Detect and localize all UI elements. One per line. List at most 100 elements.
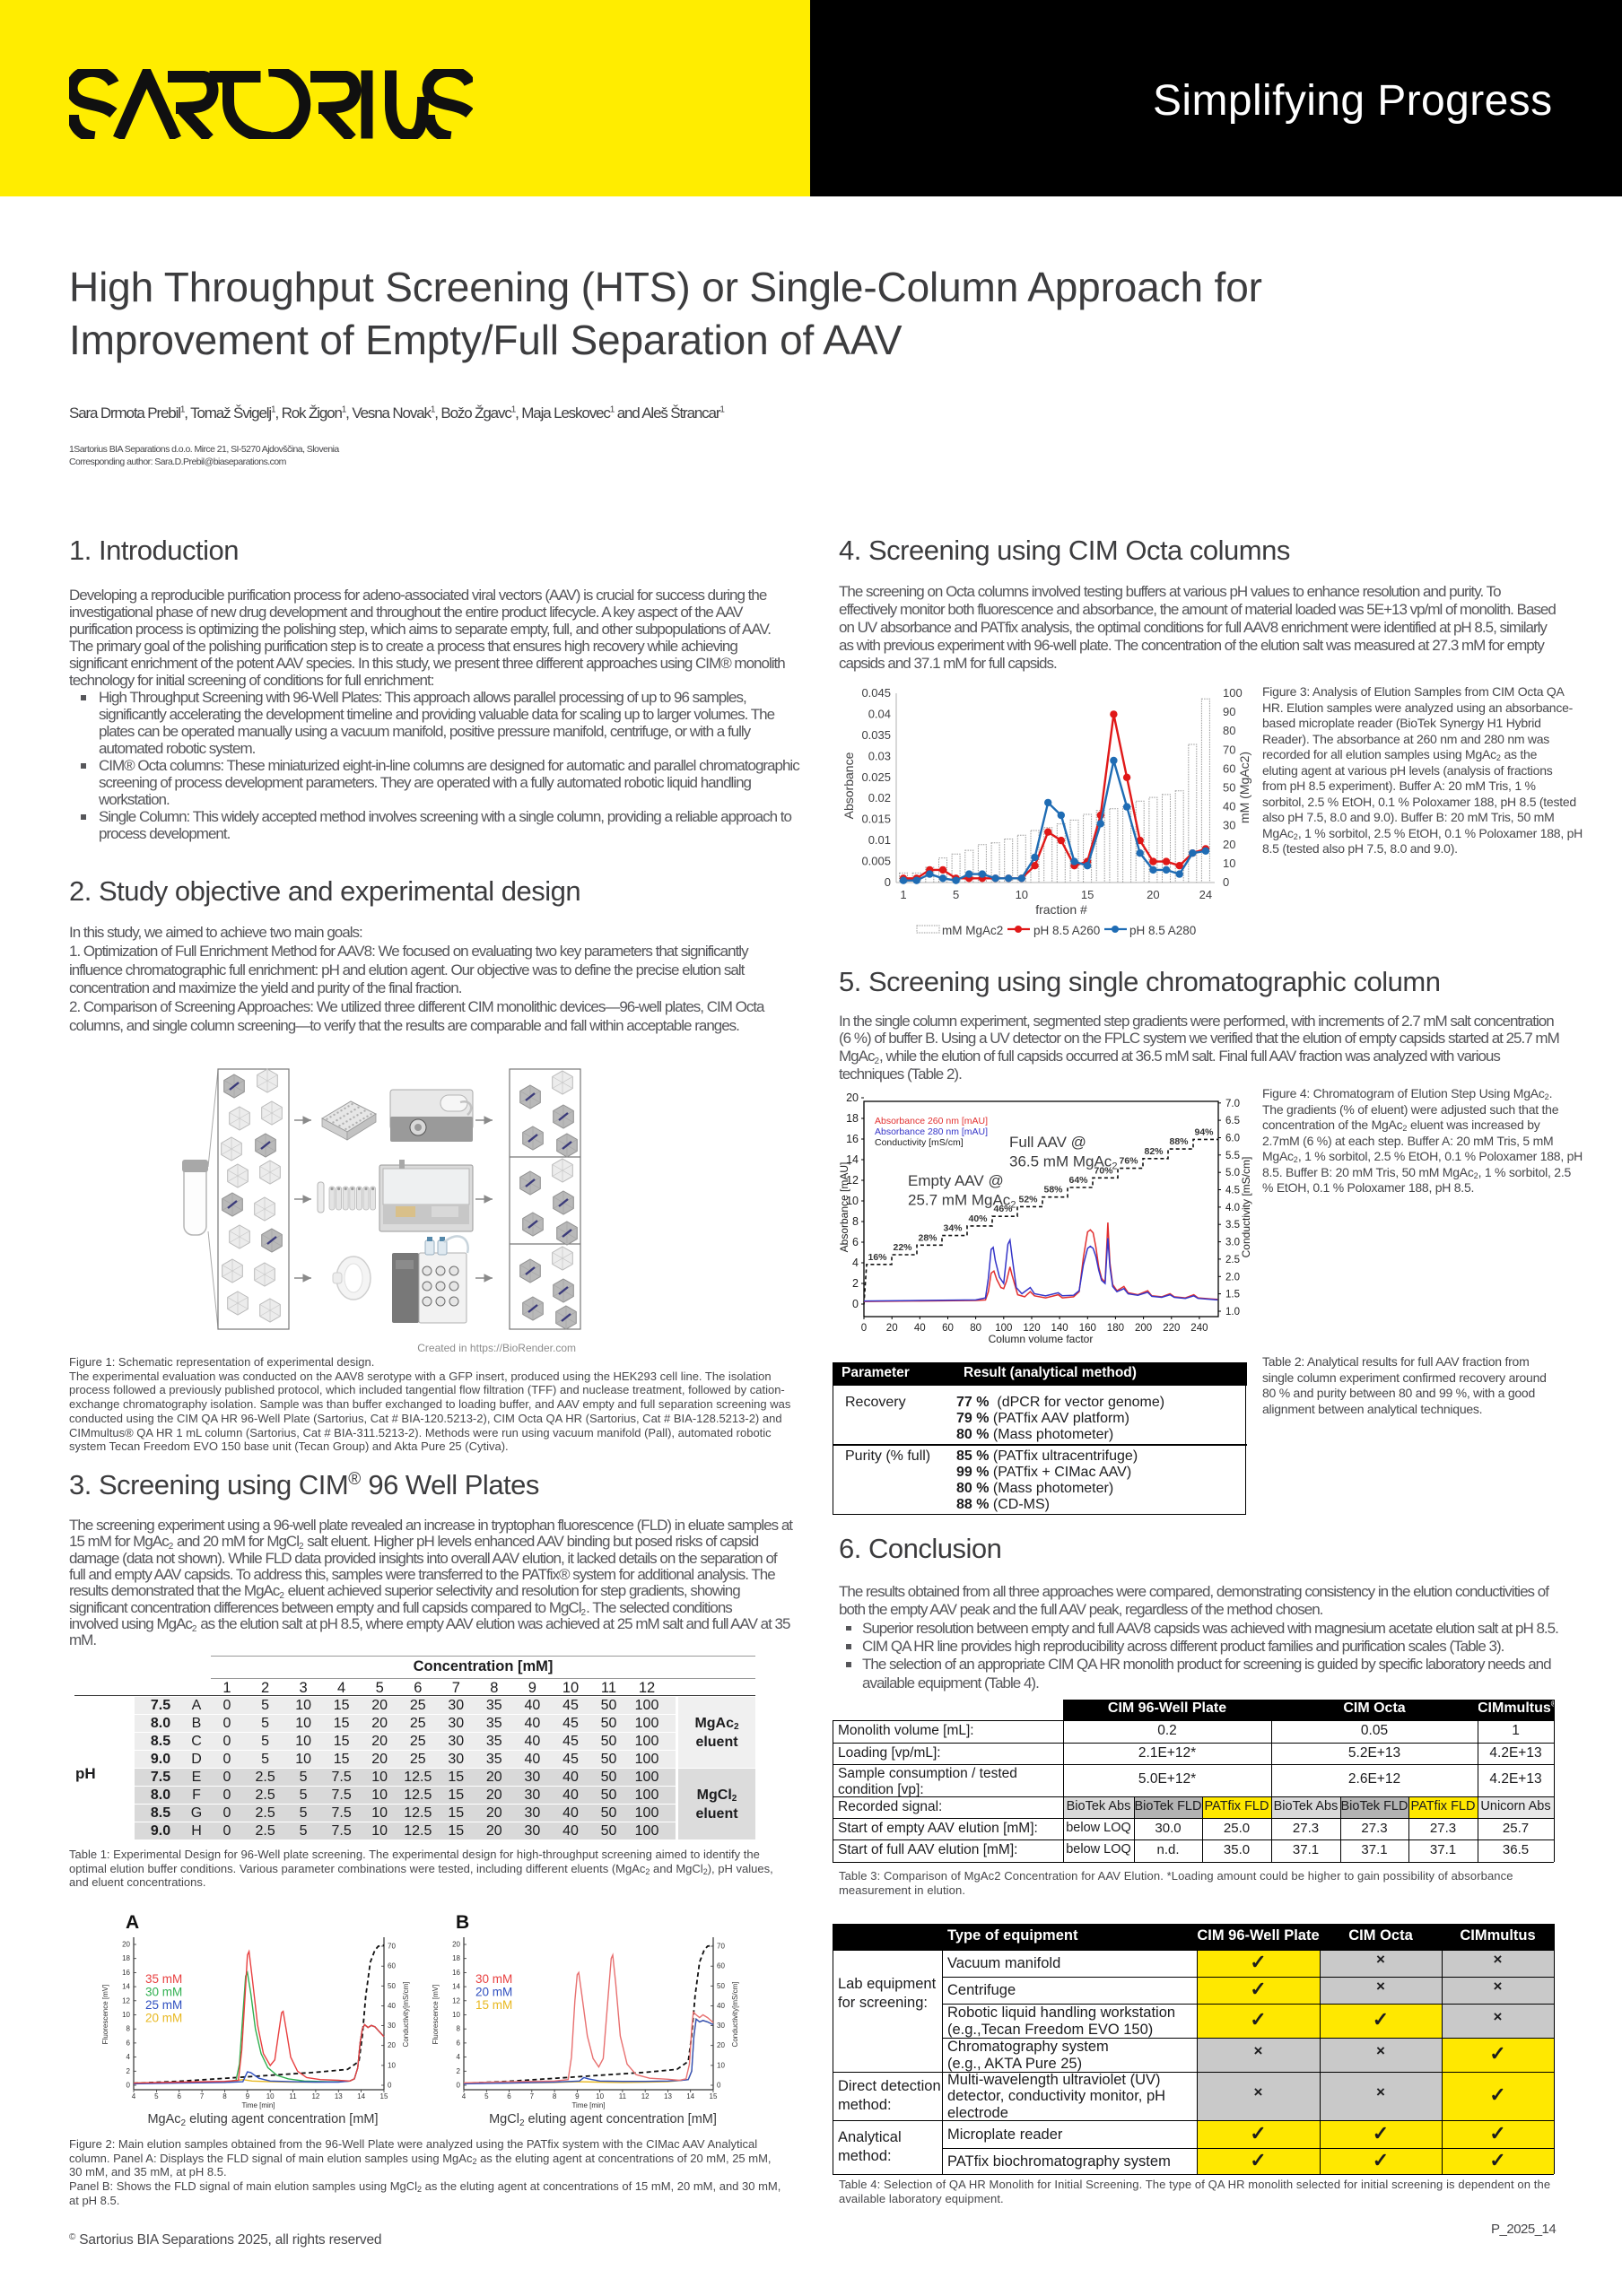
svg-text:9: 9 (575, 2092, 580, 2100)
svg-text:12: 12 (641, 2092, 650, 2100)
svg-text:6: 6 (507, 2092, 511, 2100)
svg-text:12: 12 (311, 2092, 319, 2100)
svg-text:Fluorescence [mV]: Fluorescence [mV] (101, 1985, 109, 2045)
svg-text:76%: 76% (1119, 1156, 1138, 1167)
svg-text:0: 0 (457, 2082, 461, 2090)
svg-text:15: 15 (1081, 888, 1094, 901)
svg-text:10: 10 (1016, 888, 1028, 901)
svg-text:10: 10 (846, 1195, 859, 1207)
svg-text:2: 2 (457, 2067, 461, 2075)
svg-text:40: 40 (1223, 800, 1235, 813)
svg-text:0: 0 (388, 2082, 392, 2090)
svg-text:13: 13 (335, 2092, 343, 2100)
svg-text:Absorbance 280 nm [mAU]: Absorbance 280 nm [mAU] (875, 1126, 988, 1137)
svg-text:pH 8.5 A280: pH 8.5 A280 (1129, 924, 1196, 937)
svg-text:100: 100 (995, 1323, 1012, 1334)
svg-text:0.03: 0.03 (868, 749, 891, 762)
svg-text:28%: 28% (918, 1232, 937, 1243)
svg-text:5.0: 5.0 (1225, 1168, 1240, 1178)
svg-text:B: B (456, 1912, 469, 1933)
svg-text:8: 8 (126, 2025, 131, 2033)
svg-text:18: 18 (846, 1112, 859, 1125)
svg-text:8: 8 (222, 2092, 227, 2100)
svg-text:6: 6 (177, 2092, 181, 2100)
svg-text:Time [min]: Time [min] (571, 2101, 605, 2109)
svg-text:Column volume factor: Column volume factor (989, 1333, 1094, 1345)
svg-text:14: 14 (122, 1983, 130, 1991)
svg-text:80: 80 (970, 1323, 981, 1334)
svg-text:20: 20 (1147, 888, 1159, 901)
svg-text:25.7 mM MgAc2: 25.7 mM MgAc2 (908, 1192, 1016, 1211)
svg-text:8: 8 (457, 2025, 461, 2033)
svg-text:2.0: 2.0 (1225, 1272, 1240, 1283)
svg-text:35 mM: 35 mM (145, 1972, 182, 1986)
svg-text:1.5: 1.5 (1225, 1290, 1240, 1300)
svg-text:2.5: 2.5 (1225, 1255, 1240, 1265)
svg-text:2: 2 (126, 2067, 131, 2075)
svg-text:0.01: 0.01 (868, 833, 891, 847)
svg-text:Absorbance 260 nm [mAU]: Absorbance 260 nm [mAU] (875, 1116, 988, 1126)
svg-text:40: 40 (717, 2002, 725, 2010)
svg-text:0: 0 (852, 1298, 859, 1310)
svg-text:20: 20 (388, 2041, 396, 2049)
svg-text:6: 6 (126, 2039, 131, 2047)
svg-text:58%: 58% (1043, 1185, 1063, 1196)
svg-text:Absorbance: Absorbance (842, 752, 856, 819)
svg-text:1: 1 (900, 888, 906, 901)
svg-text:Fluorescence [mV]: Fluorescence [mV] (432, 1985, 440, 2045)
svg-text:A: A (126, 1912, 139, 1933)
svg-text:16: 16 (846, 1133, 859, 1145)
svg-text:20 mM: 20 mM (475, 1986, 512, 1999)
svg-text:6: 6 (457, 2039, 461, 2047)
svg-text:0.04: 0.04 (868, 707, 891, 720)
svg-text:Empty AAV @: Empty AAV @ (908, 1172, 1004, 1189)
svg-text:30 mM: 30 mM (475, 1972, 512, 1986)
svg-text:10: 10 (388, 2061, 396, 2069)
svg-text:MgCl2 eluting agent concentrat: MgCl2 eluting agent concentration [mM] (489, 2112, 717, 2128)
svg-text:mM MgAc2: mM MgAc2 (942, 924, 1003, 937)
svg-text:10: 10 (122, 2011, 130, 2019)
svg-text:6.0: 6.0 (1225, 1134, 1240, 1144)
svg-text:15: 15 (710, 2092, 718, 2100)
svg-text:5: 5 (953, 888, 959, 901)
svg-text:0: 0 (126, 2082, 131, 2090)
svg-text:MgAc2 eluting agent concentrat: MgAc2 eluting agent concentration [mM] (147, 2112, 378, 2128)
svg-text:15: 15 (380, 2092, 388, 2100)
svg-text:60: 60 (1223, 761, 1235, 775)
svg-text:11: 11 (619, 2092, 627, 2100)
svg-text:10: 10 (717, 2061, 725, 2069)
svg-text:8: 8 (553, 2092, 557, 2100)
svg-text:20: 20 (122, 1941, 130, 1949)
svg-text:11: 11 (289, 2092, 297, 2100)
svg-text:10: 10 (452, 2011, 460, 2019)
svg-text:Full AAV @: Full AAV @ (1009, 1134, 1086, 1151)
svg-text:200: 200 (1135, 1323, 1152, 1334)
svg-text:70: 70 (717, 1943, 725, 1951)
svg-text:16: 16 (452, 1969, 460, 1977)
svg-text:14: 14 (452, 1983, 460, 1991)
svg-text:2: 2 (852, 1277, 859, 1290)
svg-text:20: 20 (452, 1941, 460, 1949)
svg-text:4: 4 (132, 2092, 136, 2100)
svg-text:46%: 46% (993, 1204, 1013, 1214)
svg-text:22%: 22% (893, 1242, 912, 1253)
svg-text:60: 60 (717, 1962, 725, 1970)
svg-text:88%: 88% (1169, 1136, 1189, 1147)
svg-text:160: 160 (1079, 1323, 1096, 1334)
svg-text:Created in https://BioRender.: Created in https://BioRender.com (417, 1342, 576, 1354)
svg-text:50: 50 (388, 1982, 396, 1990)
svg-text:0.045: 0.045 (861, 686, 891, 700)
svg-text:34%: 34% (943, 1223, 963, 1234)
svg-text:15 mM: 15 mM (475, 1998, 512, 2012)
svg-text:14: 14 (357, 2092, 365, 2100)
svg-text:Time [min]: Time [min] (241, 2101, 275, 2109)
svg-text:36.5 mM MgAc2: 36.5 mM MgAc2 (1009, 1153, 1117, 1172)
svg-text:0.025: 0.025 (861, 770, 891, 784)
svg-text:fraction #: fraction # (1035, 902, 1087, 917)
svg-text:16: 16 (122, 1969, 130, 1977)
svg-text:14: 14 (686, 2092, 694, 2100)
svg-text:0: 0 (885, 875, 891, 889)
svg-text:Conductivity [mS/cm]: Conductivity [mS/cm] (875, 1137, 964, 1148)
svg-text:3.5: 3.5 (1225, 1220, 1240, 1231)
svg-text:20: 20 (886, 1323, 898, 1334)
